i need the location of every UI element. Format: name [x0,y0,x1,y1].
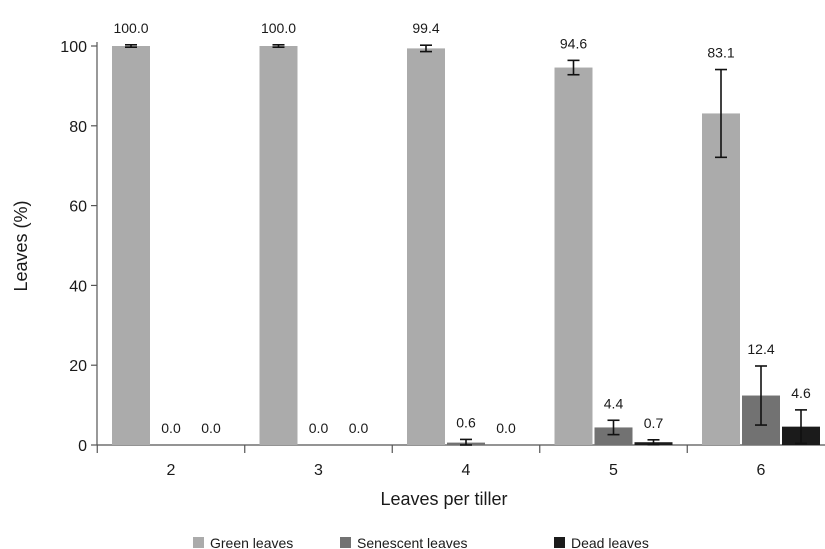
data-label: 100.0 [113,20,148,36]
data-label: 4.4 [604,395,624,411]
y-tick-label: 20 [69,358,87,375]
legend-label: Dead leaves [571,535,649,549]
data-label: 0.0 [349,420,369,436]
data-label: 0.0 [309,420,329,436]
legend-swatch [193,537,204,548]
y-tick-label: 80 [69,119,87,136]
y-axis-title: Leaves (%) [11,200,31,291]
y-tick-label: 0 [78,438,87,455]
data-label: 94.6 [560,35,587,51]
data-label: 0.0 [161,420,181,436]
plot-area: 0 20 40 60 80 100 2 100.0 0.0 0.0 3 100.0 0.0 0.0 4 99.… [60,20,825,479]
y-tick-label: 40 [69,278,87,295]
data-label: 83.1 [707,45,734,61]
legend: Green leaves Senescent leaves Dead leaves [193,535,649,549]
data-label: 0.0 [201,420,221,436]
bar [554,67,593,446]
x-axis-title: Leaves per tiller [380,489,507,509]
data-label: 4.6 [791,385,811,401]
data-label: 12.4 [747,341,774,357]
legend-swatch [554,537,565,548]
bar [702,113,740,445]
data-label: 99.4 [412,20,439,36]
data-label: 100.0 [261,20,296,36]
x-tick-label: 4 [462,462,471,479]
legend-label: Green leaves [210,535,293,549]
y-tick-label: 60 [69,199,87,216]
data-label: 0.0 [496,420,516,436]
bar [407,48,445,445]
x-tick-label: 5 [609,462,618,479]
x-tick-label: 6 [757,462,766,479]
bar [112,46,150,445]
x-tick-label: 3 [314,462,323,479]
data-label: 0.7 [644,415,664,431]
data-label: 0.6 [456,414,476,430]
y-tick-label: 100 [60,39,87,56]
bar [594,427,633,445]
x-tick-label: 2 [167,462,176,479]
legend-swatch [340,537,351,548]
legend-label: Senescent leaves [357,535,468,549]
bar [259,46,298,445]
